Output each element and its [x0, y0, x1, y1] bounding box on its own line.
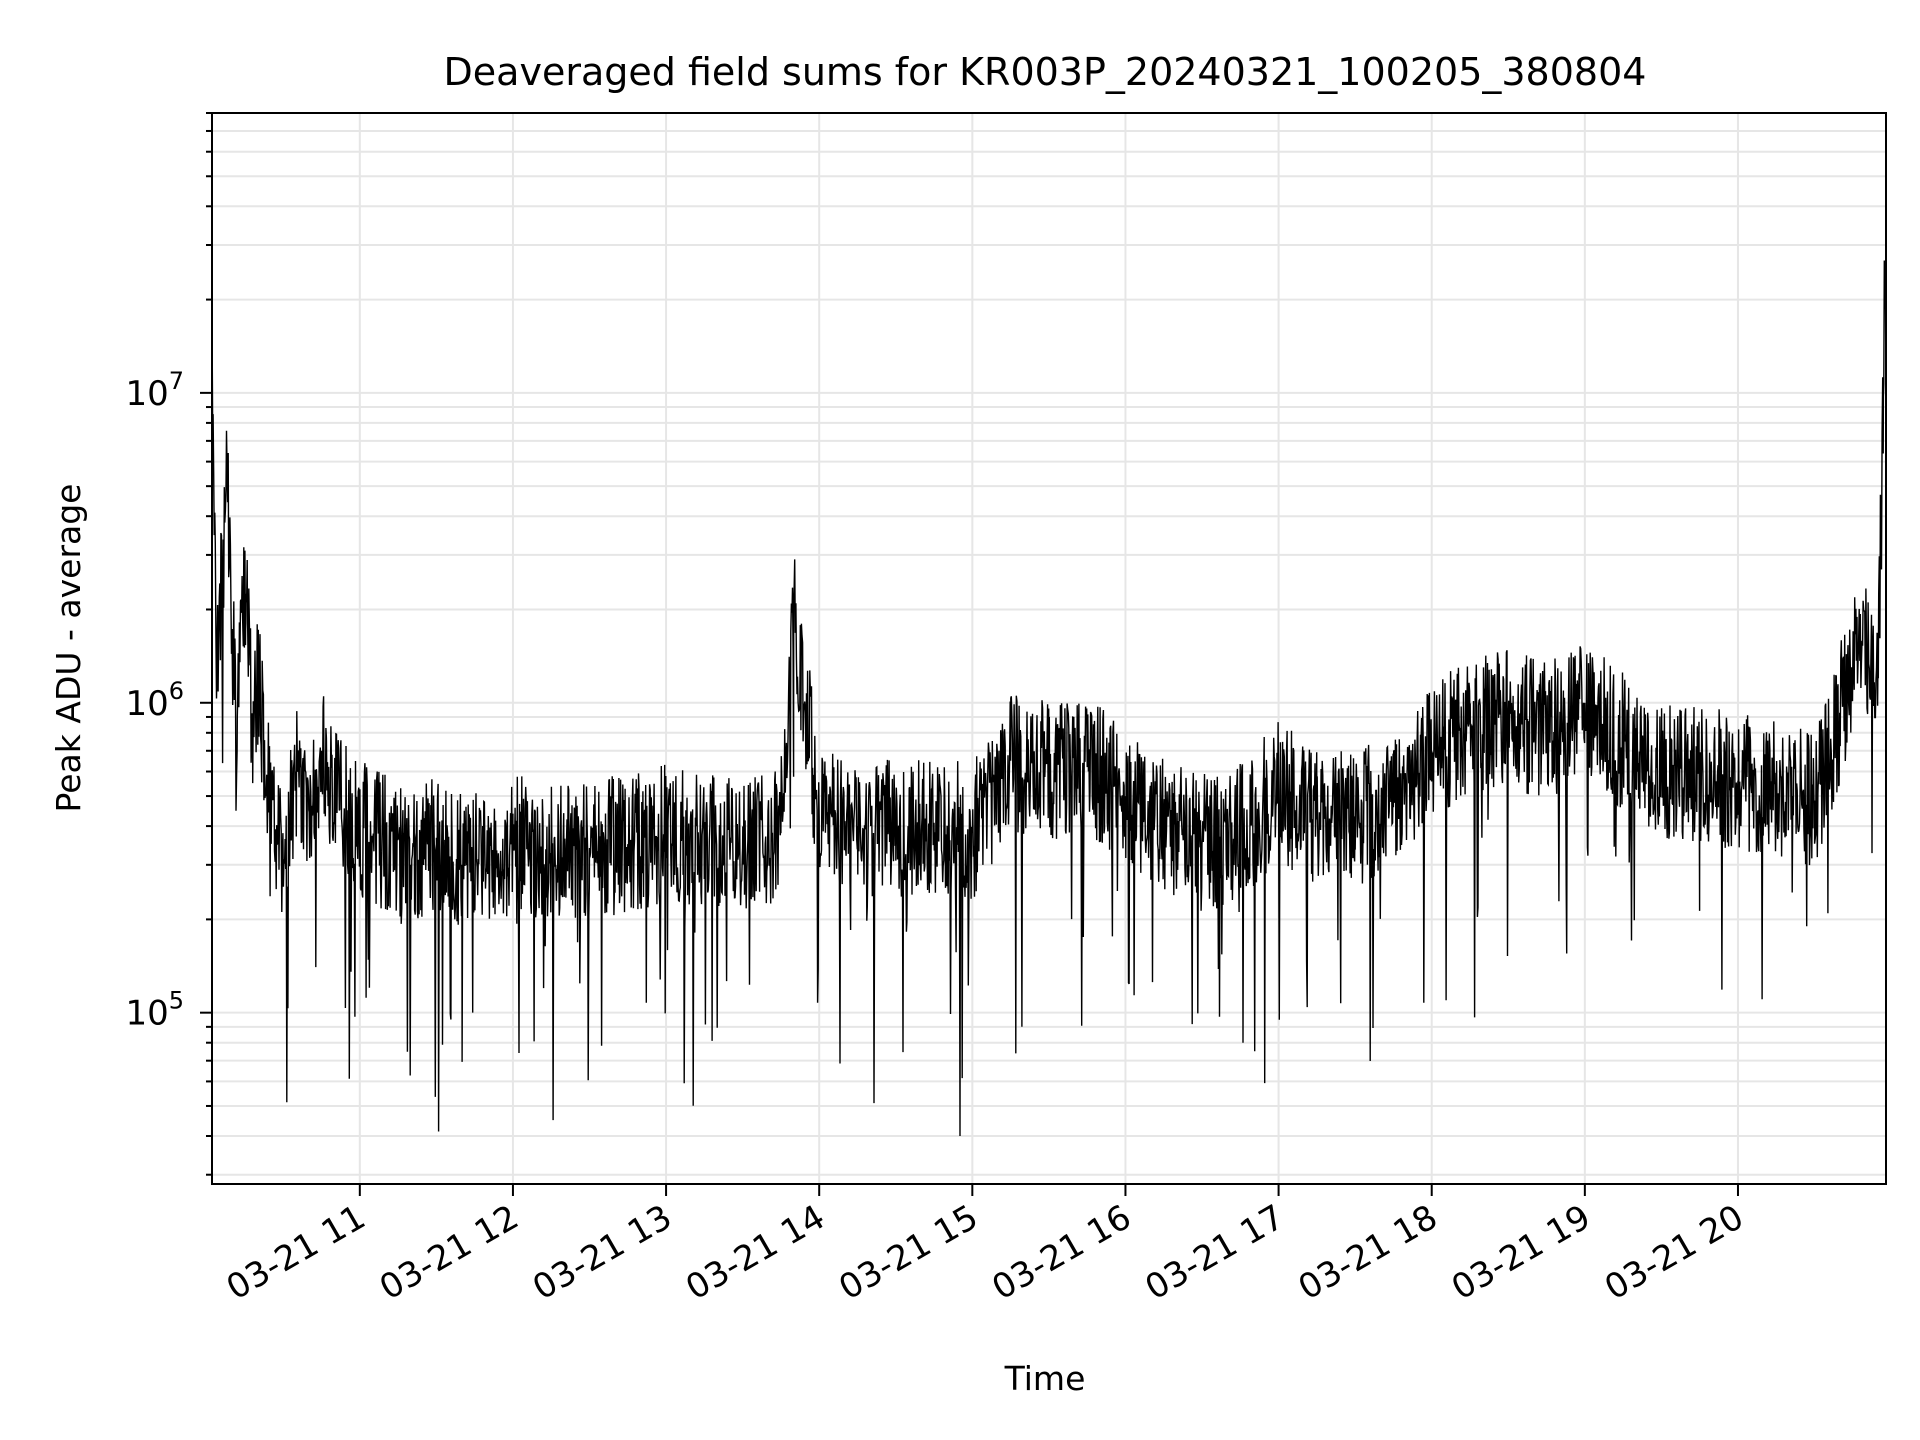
series-line [211, 163, 1887, 1137]
y-axis-label: Peak ADU - average [49, 484, 88, 813]
y-axis-ticks: 105 106 107 [125, 112, 212, 1176]
y-tick-label: 105 [125, 987, 184, 1034]
series [211, 163, 1887, 1137]
y-tick-label: 107 [125, 367, 184, 414]
chart-title: Deaveraged field sums for KR003P_2024032… [444, 50, 1647, 94]
grid [212, 112, 1886, 1184]
y-tick-label: 106 [125, 677, 184, 724]
x-axis-label: Time [1004, 1359, 1086, 1398]
plot-frame [211, 112, 1887, 1185]
